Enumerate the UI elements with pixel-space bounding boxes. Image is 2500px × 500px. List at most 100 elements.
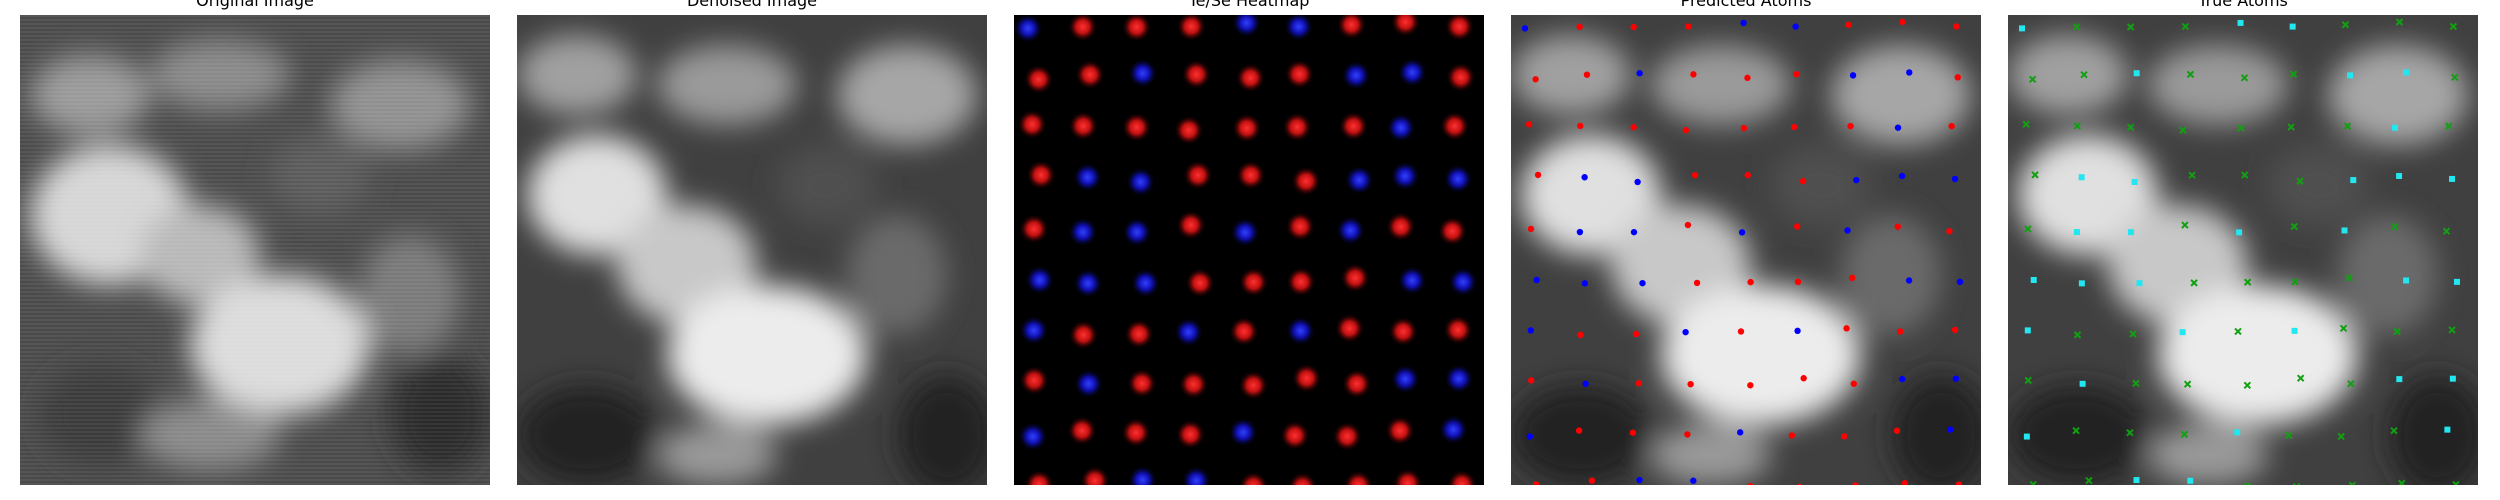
true-se-marker [2079,380,2086,387]
predicted-te-dot [1577,122,1584,130]
true-te-marker [2291,278,2299,286]
se-spot [1072,268,1103,299]
true-te-marker [2073,122,2081,130]
predicted-te-dot [1684,431,1691,438]
predicted-te-dot [1796,483,1803,485]
se-spot [1073,368,1104,399]
se-spot [1018,315,1049,346]
predicted-te-dot [1577,331,1584,339]
se-spot [1283,15,1314,42]
predicted-se-dot [1898,172,1906,180]
predicted-te-dot [1687,380,1694,388]
true-se-marker [2350,177,2357,184]
predicted-te-dot [1744,171,1751,179]
predicted-se-dot [1952,375,1960,382]
true-te-marker [2348,481,2357,485]
true-te-marker [2188,171,2196,179]
predicted-te-dot [1841,433,1848,440]
true-te-marker [2289,70,2298,78]
predicted-te-dot [1845,21,1852,28]
te-spot [1340,262,1371,293]
predicted-te-dot [1740,124,1748,132]
te-spot [1445,62,1476,93]
predicted-se-dot [1636,70,1643,77]
se-spot [1386,112,1417,143]
true-se-marker [2396,376,2403,383]
predicted-te-dot [1799,177,1807,185]
se-spot [1443,363,1474,394]
te-spot [1279,420,1310,451]
true-se-marker [2396,172,2403,179]
true-se-marker [2133,70,2140,77]
predicted-se-dot [1844,227,1851,234]
true-image [2008,15,2478,485]
predicted-te-dot [1948,122,1955,130]
predicted-te-dot [1747,483,1754,485]
true-se-marker [2341,227,2348,234]
true-se-marker [2073,229,2080,236]
true-se-marker [2291,327,2298,334]
panel-predicted: Predicted Atoms [1511,0,1981,500]
true-te-marker [2243,381,2252,389]
predicted-te-dot [1747,382,1754,389]
se-spot [1438,414,1469,445]
predicted-te-dot [1794,278,1802,286]
predicted-se-dot [1634,178,1641,186]
true-te-marker [2186,70,2195,79]
te-spot [1392,468,1423,485]
true-te-marker [2442,227,2451,235]
true-se-marker [2403,69,2410,76]
panel-title: Denoised Image [686,0,818,10]
true-te-marker [2341,21,2350,29]
predicted-te-dot [1788,432,1796,439]
predicted-te-dot [1896,328,1904,335]
true-te-marker [2345,274,2353,282]
te-spot [1126,368,1157,399]
true-se-marker [2449,375,2456,382]
predicted-te-dot [1532,481,1540,485]
panel-title: True Atoms [2198,0,2288,10]
te-spot [1437,216,1468,247]
se-spot [1121,217,1152,248]
predicted-se-dot [1849,72,1857,79]
se-spot [1024,264,1055,295]
predicted-image [1511,15,1981,485]
se-spot [1127,465,1158,485]
true-te-marker [2240,74,2249,82]
predicted-se-dot [1581,280,1589,287]
true-te-marker [2343,122,2352,130]
true-te-marker [2449,22,2458,31]
true-te-marker [2072,23,2081,31]
se-spot [1447,266,1478,297]
te-spot [1183,160,1214,191]
predicted-te-dot [1848,274,1856,282]
te-spot [1019,365,1050,396]
true-se-marker [2133,477,2140,484]
se-spot [1344,165,1375,196]
te-spot [1121,15,1152,43]
original-image [20,15,490,485]
predicted-te-dot [1635,380,1643,387]
true-se-marker [2237,19,2244,26]
predicted-te-dot [1527,225,1535,233]
predicted-te-dot [1630,124,1637,131]
te-spot [1336,15,1367,40]
predicted-te-dot [1630,23,1637,31]
predicted-te-dot [1790,123,1798,131]
predicted-te-dot [1576,23,1583,31]
te-spot [1446,469,1477,485]
te-spot [1238,471,1269,485]
te-spot [1018,213,1049,244]
true-se-marker [2187,477,2194,484]
predicted-te-dot [1685,23,1692,30]
panel-original: Original Image [20,0,490,500]
true-te-marker [2390,426,2398,435]
predicted-te-dot [1955,481,1963,485]
true-te-marker [2243,482,2252,485]
predicted-te-dot [1901,480,1908,485]
true-te-marker [2448,326,2456,334]
panel-title: Predicted Atoms [1680,0,1812,10]
predicted-se-dot [1738,229,1746,236]
te-spot [1121,112,1152,143]
true-te-marker [2072,426,2080,435]
